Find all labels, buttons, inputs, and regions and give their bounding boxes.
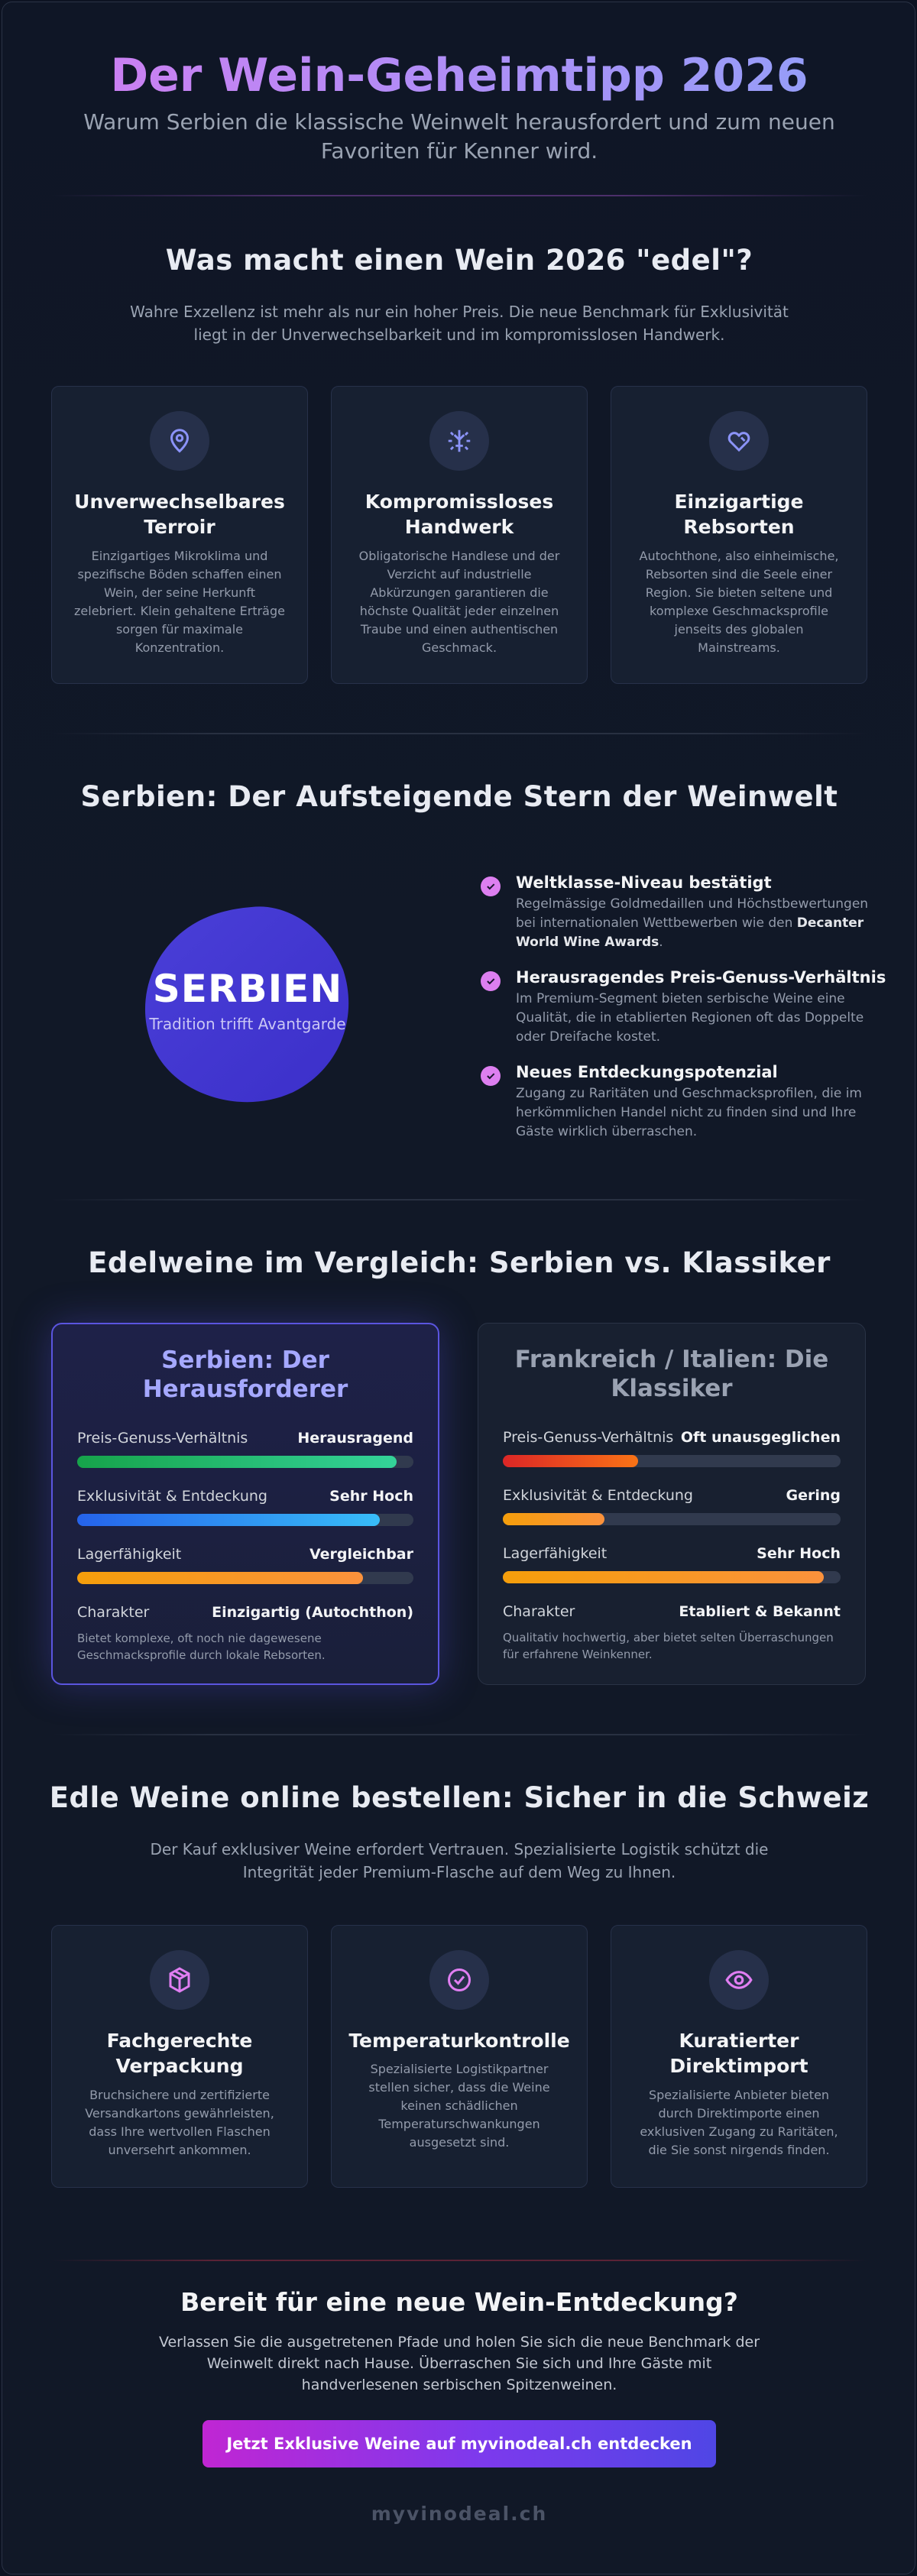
- noble-section-title: Was macht einen Wein 2026 "edel"?: [165, 244, 753, 277]
- feature-card-title: Kompromissloses Handwerk: [365, 491, 554, 538]
- serbia-point-text: Zugang zu Raritäten und Geschmacksprofil…: [516, 1086, 862, 1139]
- eye-icon: [709, 1950, 769, 2010]
- metric-bar-fill: [503, 1513, 604, 1525]
- metric-label: Exklusivität & Entdeckung: [503, 1487, 693, 1504]
- metric-bar-fill: [77, 1572, 363, 1584]
- footer-brand: myvinodeal.ch: [371, 2503, 548, 2525]
- cta-button[interactable]: Jetzt Exklusive Weine auf myvinodeal.ch …: [203, 2420, 716, 2467]
- metric-label: Preis-Genuss-Verhältnis: [77, 1430, 248, 1447]
- cta-title: Bereit für eine neue Wein-Entdeckung?: [180, 2287, 738, 2317]
- feature-card-terroir: Unverwechselbares Terroir Einzigartiges …: [51, 386, 308, 684]
- comparison-note: Bietet komplexe, oft noch nie dagewesene…: [77, 1631, 326, 1662]
- metric-bar: [503, 1455, 841, 1467]
- metric-label: Lagerfähigkeit: [77, 1546, 182, 1563]
- feature-card-direktimport: Kuratierter Direktimport Spezialisierte …: [611, 1925, 867, 2188]
- noble-section-intro: Wahre Exzellenz ist mehr als nur ein hoh…: [130, 303, 789, 344]
- decanter-highlight: Decanter World Wine Awards: [516, 915, 864, 950]
- metric-bar-fill: [503, 1571, 824, 1583]
- character-value: Einzigartig (Autochthon): [212, 1604, 413, 1621]
- check-icon: [481, 971, 501, 991]
- serbia-point-title: Herausragendes Preis-Genuss-Verhältnis: [516, 968, 886, 987]
- character-value: Etabliert & Bekannt: [679, 1603, 841, 1620]
- comparison-card-title: Frankreich / Italien: Die Klassiker: [514, 1346, 829, 1402]
- feature-card-text: Einzigartiges Mikroklima und spezifische…: [74, 549, 285, 655]
- serbia-point-text: Im Premium-Segment bieten serbische Wein…: [516, 991, 864, 1045]
- order-section-intro: Der Kauf exklusiver Weine erfordert Vert…: [150, 1840, 769, 1881]
- check-icon: [481, 1066, 501, 1086]
- divider: [51, 2260, 867, 2261]
- metric-value: Oft unausgeglichen: [680, 1429, 841, 1446]
- feature-card-text: Autochthone, also einheimische, Rebsorte…: [639, 549, 839, 655]
- serbia-point-text: Regelmässige Goldmedaillen und Höchstbew…: [516, 896, 869, 950]
- grape-press-icon: [429, 411, 489, 471]
- divider: [51, 195, 867, 196]
- feature-card-temperatur: Temperaturkontrolle Spezialisierte Logis…: [331, 1925, 588, 2188]
- comparison-card-serbia: Serbien: Der Herausforderer Preis-Genuss…: [51, 1323, 439, 1685]
- cta-text: Verlassen Sie die ausgetretenen Pfade un…: [158, 2334, 760, 2393]
- metric-value: Sehr Hoch: [329, 1488, 413, 1505]
- page-title: Der Wein-Geheimtipp 2026: [2, 45, 915, 106]
- check-icon: [481, 876, 501, 896]
- metric-label: Preis-Genuss-Verhältnis: [503, 1429, 674, 1446]
- comparison-card-title: Serbien: Der Herausforderer: [142, 1346, 348, 1403]
- metric-bar-fill: [77, 1514, 380, 1526]
- character-label: Charakter: [503, 1603, 575, 1620]
- package-icon: [150, 1950, 209, 2010]
- feature-card-title: Temperaturkontrolle: [348, 2030, 570, 2052]
- page-subtitle: Warum Serbien die klassische Weinwelt he…: [83, 109, 835, 164]
- metric-value: Sehr Hoch: [757, 1545, 841, 1562]
- metric-label: Exklusivität & Entdeckung: [77, 1488, 267, 1505]
- serbia-badge-subtitle: Tradition trifft Avantgarde: [149, 1015, 346, 1033]
- feature-card-title: Einzigartige Rebsorten: [674, 491, 804, 538]
- location-pin-icon: [150, 411, 209, 471]
- feature-card-text: Obligatorische Handlese und der Verzicht…: [358, 549, 560, 655]
- divider: [51, 1199, 867, 1201]
- order-section-title: Edle Weine online bestellen: Sicher in d…: [49, 1781, 870, 1814]
- serbia-blob-shape: [144, 906, 349, 1103]
- metric-bar-fill: [503, 1455, 638, 1467]
- serbia-badge-title: SERBIEN: [152, 967, 343, 1011]
- comparison-card-classics: Frankreich / Italien: Die Klassiker Prei…: [478, 1323, 866, 1685]
- comparison-section-title: Edelweine im Vergleich: Serbien vs. Klas…: [88, 1246, 831, 1279]
- check-circle-icon: [429, 1950, 489, 2010]
- feature-card-title: Unverwechselbares Terroir: [74, 491, 285, 538]
- feature-card-text: Spezialisierte Anbieter bieten durch Dir…: [640, 2088, 838, 2157]
- feature-card-text: Bruchsichere und zertifizierte Versandka…: [85, 2088, 274, 2157]
- feature-card-title: Fachgerechte Verpackung: [106, 2030, 253, 2077]
- metric-bar: [77, 1572, 413, 1584]
- feature-card-handwerk: Kompromissloses Handwerk Obligatorische …: [331, 386, 588, 684]
- metric-value: Vergleichbar: [309, 1546, 413, 1563]
- feature-card-verpackung: Fachgerechte Verpackung Bruchsichere und…: [51, 1925, 308, 2188]
- feature-card-text: Spezialisierte Logistikpartner stellen s…: [368, 2062, 550, 2150]
- metric-bar: [77, 1456, 413, 1468]
- feature-card-title: Kuratierter Direktimport: [669, 2030, 808, 2077]
- metric-bar: [503, 1571, 841, 1583]
- metric-value: Herausragend: [297, 1430, 413, 1447]
- comparison-note: Qualitativ hochwertig, aber bietet selte…: [503, 1631, 834, 1661]
- character-label: Charakter: [77, 1604, 150, 1621]
- heart-tag-icon: [709, 411, 769, 471]
- serbia-section-title: Serbien: Der Aufsteigende Stern der Wein…: [80, 780, 838, 813]
- serbia-point-title: Neues Entdeckungspotenzial: [516, 1063, 778, 1081]
- metric-bar-fill: [77, 1456, 397, 1468]
- metric-label: Lagerfähigkeit: [503, 1545, 608, 1562]
- feature-card-rebsorten: Einzigartige Rebsorten Autochthone, also…: [611, 386, 867, 684]
- divider: [51, 733, 867, 734]
- metric-value: Gering: [786, 1487, 841, 1504]
- metric-bar: [503, 1513, 841, 1525]
- metric-bar: [77, 1514, 413, 1526]
- divider: [51, 1734, 867, 1735]
- serbia-point-title: Weltklasse-Niveau bestätigt: [516, 873, 772, 892]
